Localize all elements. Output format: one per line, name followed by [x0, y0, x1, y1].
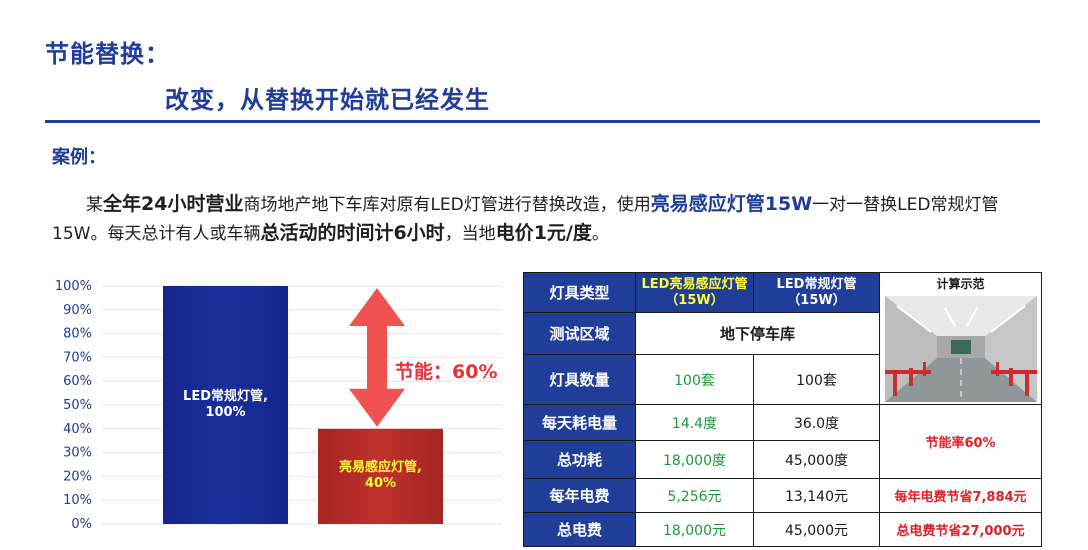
header-line: LED常规灯管: [776, 276, 857, 292]
text-segment: 商场地产地下车库对原有LED灯管进行替换改造，使用: [243, 195, 651, 215]
header-regular-lamp: LED常规灯管 （15W）: [753, 272, 880, 313]
row-label-cost: 总电费: [523, 512, 636, 547]
table-row: 测试区域 地下停车库: [523, 312, 1042, 355]
energy-saving-chart: 0% 10% 20% 30% 40% 50% 60% 70% 80% 90% 100% LED常规灯…: [50, 272, 510, 540]
bar-label-value: 40%: [364, 476, 397, 492]
yearly-sensor: 5,256元: [635, 478, 754, 513]
row-label-total: 总功耗: [523, 440, 636, 479]
chart-canvas: 0% 10% 20% 30% 40% 50% 60% 70% 80% 90% 100%: [55, 279, 502, 532]
cost-saving: 总电费节省27,000元: [879, 512, 1042, 547]
bar-label-line: LED常规灯管,: [183, 389, 268, 404]
table-row: 每年电费 5,256元 13,140元 每年电费节省7,884元: [523, 478, 1042, 513]
header-lamp-type: 灯具类型: [523, 272, 636, 313]
y-tick-label: 40%: [63, 422, 92, 437]
text-highlight: 电价1元/度: [495, 222, 592, 244]
header-line: LED亮易感应灯管: [641, 276, 748, 292]
row-label-area: 测试区域: [523, 312, 636, 355]
title-divider: [45, 120, 1040, 123]
header-sensor-lamp: LED亮易感应灯管 （15W）: [635, 272, 754, 313]
bar-label-regular: LED常规灯管, 100%: [163, 389, 288, 421]
total-sensor: 18,000度: [635, 440, 754, 479]
yearly-regular: 13,140元: [753, 478, 880, 513]
text-segment: ，当地: [444, 224, 496, 244]
garage-photo: [884, 296, 1037, 402]
table-row: 总电费 18,000元 45,000元 总电费节省27,000元: [523, 512, 1042, 547]
daily-regular: 36.0度: [753, 404, 880, 441]
row-label-yearly: 每年电费: [523, 478, 636, 513]
table-row: 总功耗 18,000度 45,000度: [523, 440, 1042, 479]
daily-sensor: 14.4度: [635, 404, 754, 441]
y-tick-label: 50%: [63, 398, 92, 413]
qty-sensor: 100套: [635, 354, 754, 405]
table-row: 灯具类型 LED亮易感应灯管 （15W） LED常规灯管 （15W） 计算示范: [523, 272, 1042, 405]
y-tick-label: 70%: [63, 350, 92, 365]
text-highlight: 全年24小时营业: [103, 193, 244, 215]
header-line: （15W）: [787, 292, 846, 308]
comparison-table: 灯具类型 LED亮易感应灯管 （15W） LED常规灯管 （15W） 计算示范: [523, 272, 1042, 547]
header-line: （15W）: [665, 292, 724, 308]
qty-regular: 100套: [753, 354, 880, 405]
page-subtitle: 改变，从替换开始就已经发生: [165, 86, 490, 114]
row-label-qty: 灯具数量: [523, 354, 636, 405]
row-label-daily: 每天耗电量: [523, 404, 636, 441]
text-segment: 某: [86, 195, 103, 215]
case-paragraph: 某全年24小时营业商场地产地下车库对原有LED灯管进行替换改造，使用亮易感应灯管…: [52, 190, 1042, 248]
saving-annotation: 节能：60%: [395, 361, 498, 383]
calc-example-cell: 计算示范: [879, 272, 1042, 405]
bar-label-value: 100%: [205, 405, 246, 420]
page-title: 节能替换：: [45, 40, 170, 68]
bar-sensor-lamp: [318, 428, 443, 524]
y-tick-label: 60%: [63, 374, 92, 389]
text-highlight: 亮易感应灯管15W: [650, 193, 813, 215]
yearly-saving: 每年电费节省7,884元: [879, 478, 1042, 513]
total-regular: 45,000度: [753, 440, 880, 479]
y-tick-label: 0%: [71, 517, 92, 532]
area-value: 地下停车库: [635, 312, 880, 355]
y-tick-label: 20%: [63, 469, 92, 484]
bar-regular-lamp: [163, 286, 288, 524]
double-arrow-icon: [349, 288, 405, 427]
text-segment: 。: [591, 224, 609, 244]
saving-rate: 节能率60%: [879, 404, 1042, 479]
y-tick-label: 80%: [63, 327, 92, 342]
text-segment: 一对一替换LED常规灯管15W。每天总计有人或车辆: [52, 195, 999, 244]
bar-label-line: 亮易感应灯管,: [339, 460, 422, 476]
case-label: 案例：: [52, 147, 106, 168]
cost-regular: 45,000元: [753, 512, 880, 547]
y-tick-label: 10%: [63, 493, 92, 508]
bar-label-sensor: 亮易感应灯管, 40%: [318, 460, 443, 492]
calc-example-title: 计算示范: [936, 277, 985, 291]
y-tick-label: 100%: [55, 279, 92, 294]
text-highlight: 总活动的时间计6小时: [260, 222, 445, 244]
y-tick-label: 30%: [63, 446, 92, 461]
table-row: 每天耗电量 14.4度 36.0度 节能率60%: [523, 404, 1042, 479]
cost-sensor: 18,000元: [635, 512, 754, 547]
table-row: 灯具数量 100套 100套: [523, 354, 1042, 405]
y-tick-label: 90%: [63, 303, 92, 318]
